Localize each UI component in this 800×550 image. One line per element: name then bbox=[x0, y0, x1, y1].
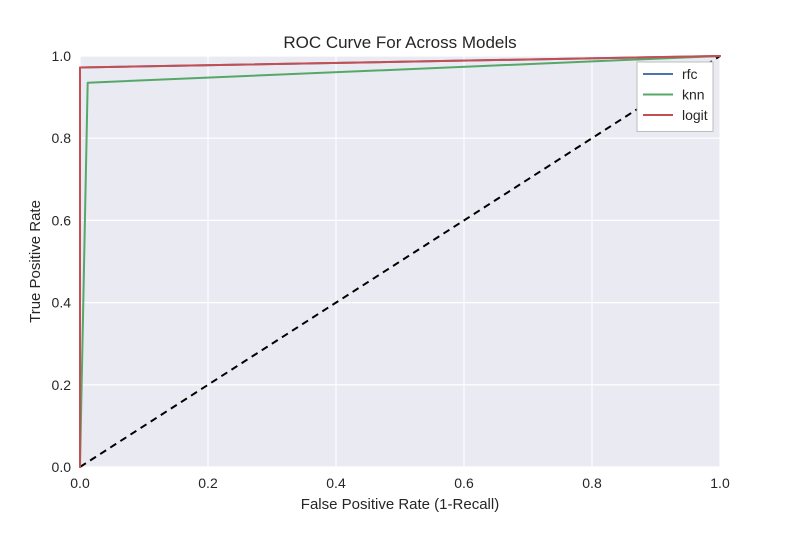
series-line-logit bbox=[79, 55, 721, 468]
y-tick-labels: 0.0 0.2 0.4 0.6 0.8 1.0 bbox=[52, 48, 72, 475]
x-tick-label: 0.2 bbox=[198, 475, 218, 491]
legend: rfc knn logit bbox=[636, 61, 714, 132]
x-axis-label: False Positive Rate (1-Recall) bbox=[301, 496, 499, 513]
y-tick-label: 0.6 bbox=[52, 212, 72, 228]
y-axis-label: True Positive Rate bbox=[27, 200, 44, 323]
legend-label-logit: logit bbox=[682, 107, 708, 123]
y-tick-label: 1.0 bbox=[52, 48, 72, 64]
y-tick-label: 0.8 bbox=[52, 130, 72, 146]
reference-line-group bbox=[79, 55, 721, 468]
grid-lines bbox=[79, 55, 721, 468]
y-tick-label: 0.4 bbox=[52, 295, 72, 311]
series-lines bbox=[79, 55, 721, 468]
reference-diagonal-line bbox=[79, 55, 721, 468]
x-tick-label: 0.0 bbox=[70, 475, 90, 491]
x-tick-label: 0.6 bbox=[454, 475, 474, 491]
chart-title: ROC Curve For Across Models bbox=[283, 33, 516, 52]
x-tick-labels: 0.0 0.2 0.4 0.6 0.8 1.0 bbox=[70, 475, 730, 491]
y-tick-label: 0.0 bbox=[52, 459, 72, 475]
legend-box bbox=[636, 61, 714, 132]
legend-label-rfc: rfc bbox=[682, 66, 698, 82]
x-tick-label: 0.4 bbox=[326, 475, 346, 491]
series-line-knn bbox=[79, 55, 721, 468]
x-tick-label: 0.8 bbox=[582, 475, 602, 491]
x-tick-label: 1.0 bbox=[710, 475, 730, 491]
legend-label-knn: knn bbox=[682, 87, 705, 103]
y-tick-label: 0.2 bbox=[52, 377, 72, 393]
